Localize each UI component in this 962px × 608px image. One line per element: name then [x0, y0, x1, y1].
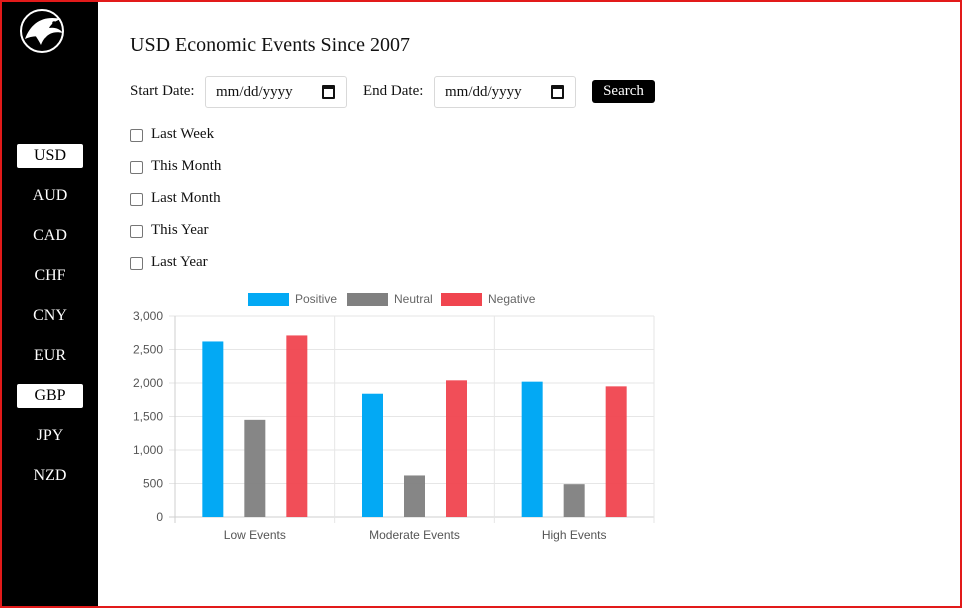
filter-label: This Month — [151, 158, 222, 174]
nav-item-aud[interactable]: AUD — [17, 184, 83, 208]
nav-item-usd[interactable]: USD — [17, 144, 83, 168]
nav-item-jpy[interactable]: JPY — [17, 424, 83, 448]
nav-item-label: AUD — [32, 187, 68, 204]
page-title: USD Economic Events Since 2007 — [130, 34, 410, 56]
start-date-label: Start Date: — [130, 83, 195, 99]
nav-item-label: CAD — [33, 227, 67, 244]
calendar-icon[interactable] — [551, 85, 564, 99]
checkbox[interactable] — [130, 193, 143, 206]
checkbox[interactable] — [130, 257, 143, 270]
end-date-placeholder: mm/dd/yyyy — [445, 84, 522, 100]
nav-item-label: JPY — [36, 427, 64, 444]
nav-item-nzd[interactable]: NZD — [17, 464, 83, 488]
start-date-input[interactable]: mm/dd/yyyy — [205, 76, 347, 108]
sidebar: USD AUD CAD CHF CNY EUR GBP JPY NZD — [2, 2, 98, 606]
end-date-input[interactable]: mm/dd/yyyy — [434, 76, 576, 108]
filter-label: Last Year — [151, 254, 208, 270]
filter-label: Last Month — [151, 190, 221, 206]
nav-item-label: EUR — [34, 347, 66, 364]
nav-item-label: USD — [33, 147, 66, 164]
checkbox[interactable] — [130, 225, 143, 238]
filter-label: Last Week — [151, 126, 215, 142]
eagle-logo-icon[interactable] — [17, 9, 69, 53]
checkbox[interactable] — [130, 129, 143, 142]
nav-item-label: CNY — [33, 307, 67, 324]
nav-item-label: CHF — [34, 267, 66, 284]
main-content: USD Economic Events Since 2007 Start Dat… — [98, 2, 960, 606]
end-date-label: End Date: — [363, 83, 424, 99]
start-date-placeholder: mm/dd/yyyy — [216, 84, 293, 100]
nav-item-label: GBP — [34, 387, 66, 404]
nav-item-gbp[interactable]: GBP — [17, 384, 83, 408]
filter-label: This Year — [151, 222, 209, 238]
nav-item-label: NZD — [33, 467, 67, 484]
nav-item-chf[interactable]: CHF — [17, 264, 83, 288]
nav-item-eur[interactable]: EUR — [17, 344, 83, 368]
checkbox[interactable] — [130, 161, 143, 174]
search-button[interactable]: Search — [592, 80, 655, 103]
nav-item-cny[interactable]: CNY — [17, 304, 83, 328]
nav-item-cad[interactable]: CAD — [17, 224, 83, 248]
calendar-icon[interactable] — [322, 85, 335, 99]
